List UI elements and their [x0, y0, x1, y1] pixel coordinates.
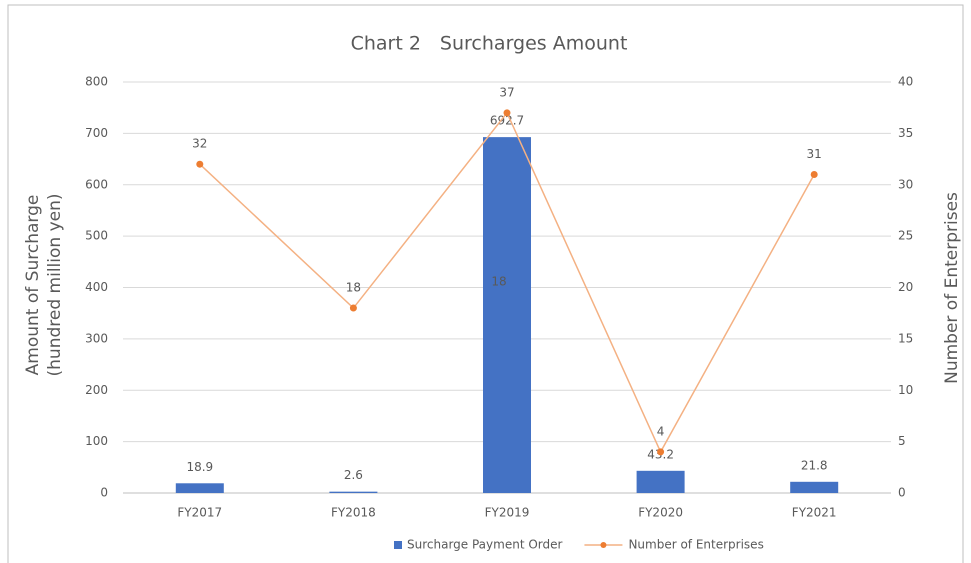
- y2-axis-title: Number of Enterprises: [942, 192, 962, 384]
- y-axis-title: (hundred million yen): [45, 194, 65, 377]
- line-value-label: 32: [192, 137, 207, 151]
- y2-tick-label: 5: [898, 434, 906, 448]
- legend-label: Surcharge Payment Order: [407, 538, 563, 552]
- x-tick-label: FY2020: [638, 506, 683, 520]
- y-axis-title: Amount of Surcharge: [23, 195, 43, 376]
- legend-label: Number of Enterprises: [628, 538, 763, 552]
- y2-tick-label: 20: [898, 280, 913, 294]
- y2-tick-label: 0: [898, 486, 906, 500]
- y-tick-label: 0: [100, 486, 108, 500]
- line-marker: [349, 304, 357, 312]
- bar-value-label: 2.6: [344, 468, 363, 482]
- bar-value-label: 21.8: [801, 458, 828, 472]
- y-tick-label: 500: [85, 229, 108, 243]
- bar: [790, 481, 839, 493]
- y-tick-label: 400: [85, 280, 108, 294]
- bar: [636, 470, 685, 493]
- line-marker: [657, 448, 665, 456]
- y-tick-label: 700: [85, 126, 108, 140]
- y-tick-label: 800: [85, 75, 108, 89]
- y2-tick-label: 15: [898, 331, 913, 345]
- line-value-label: 31: [807, 147, 822, 161]
- bar: [329, 491, 378, 493]
- x-tick-label: FY2021: [792, 506, 837, 520]
- line-marker: [196, 160, 204, 168]
- y2-tick-label: 30: [898, 177, 913, 191]
- annotation: 18: [491, 275, 506, 289]
- y2-tick-label: 35: [898, 126, 913, 140]
- line-value-label: 37: [499, 85, 514, 99]
- y-tick-label: 300: [85, 331, 108, 345]
- y-tick-label: 100: [85, 434, 108, 448]
- legend-swatch-marker: [600, 542, 607, 548]
- line-value-label: 4: [657, 424, 665, 438]
- y2-tick-label: 25: [898, 229, 913, 243]
- y-tick-label: 200: [85, 383, 108, 397]
- x-tick-label: FY2019: [485, 506, 530, 520]
- x-tick-label: FY2017: [177, 506, 222, 520]
- x-tick-label: FY2018: [331, 506, 376, 520]
- y2-tick-label: 40: [898, 75, 913, 89]
- bar: [175, 483, 224, 493]
- line-marker: [503, 109, 511, 117]
- chart-title: Chart 2 Surcharges Amount: [351, 33, 628, 55]
- line-marker: [810, 170, 818, 178]
- y2-tick-label: 10: [898, 383, 913, 397]
- line-value-label: 18: [346, 281, 361, 295]
- bar-value-label: 18.9: [186, 460, 213, 474]
- bar: [483, 137, 531, 494]
- y-tick-label: 600: [85, 177, 108, 191]
- legend-swatch: [394, 541, 402, 549]
